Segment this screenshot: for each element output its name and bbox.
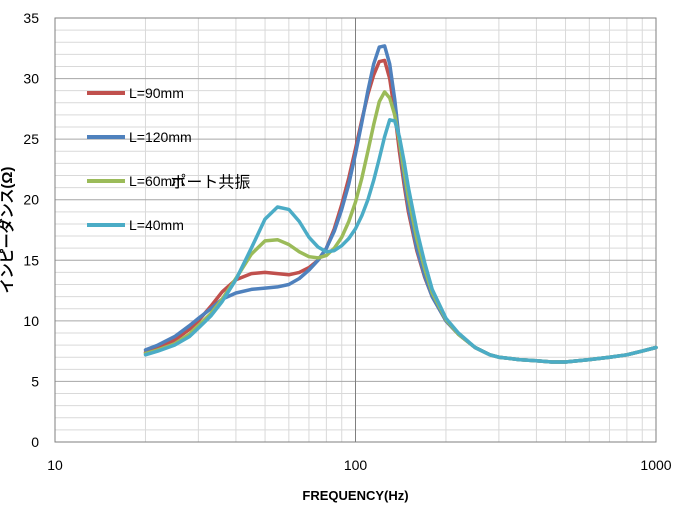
y-tick-label: 5 [31, 373, 39, 389]
y-tick-label: 0 [31, 434, 39, 450]
x-axis-title: FREQUENCY(Hz) [302, 488, 408, 503]
y-tick-label: 15 [23, 252, 39, 268]
y-tick-label: 10 [23, 313, 39, 329]
legend-label: L=60mm [129, 173, 184, 189]
x-tick-label: 100 [344, 457, 368, 473]
y-axis-title: インピーダンス(Ω) [0, 167, 16, 294]
annotation-port-resonance: ポート共振 [170, 174, 250, 192]
y-axis-tick-labels: 0 5 10 15 20 25 30 35 [23, 10, 39, 450]
legend-label: L=40mm [129, 217, 184, 233]
x-tick-label: 1000 [640, 457, 671, 473]
y-tick-label: 30 [23, 71, 39, 87]
x-axis-tick-labels: 10 100 1000 [47, 457, 672, 473]
series-lines [143, 44, 658, 364]
legend-label: L=120mm [129, 129, 192, 145]
series-line-l-40mm [143, 118, 658, 364]
legend-label: L=90mm [129, 85, 184, 101]
legend: L=90mm L=120mm L=60mm L=40mm [87, 85, 192, 233]
plot-area-frame [54, 17, 657, 443]
y-tick-label: 25 [23, 131, 39, 147]
y-tick-label: 20 [23, 192, 39, 208]
x-tick-label: 10 [47, 457, 63, 473]
y-tick-label: 35 [23, 10, 39, 26]
